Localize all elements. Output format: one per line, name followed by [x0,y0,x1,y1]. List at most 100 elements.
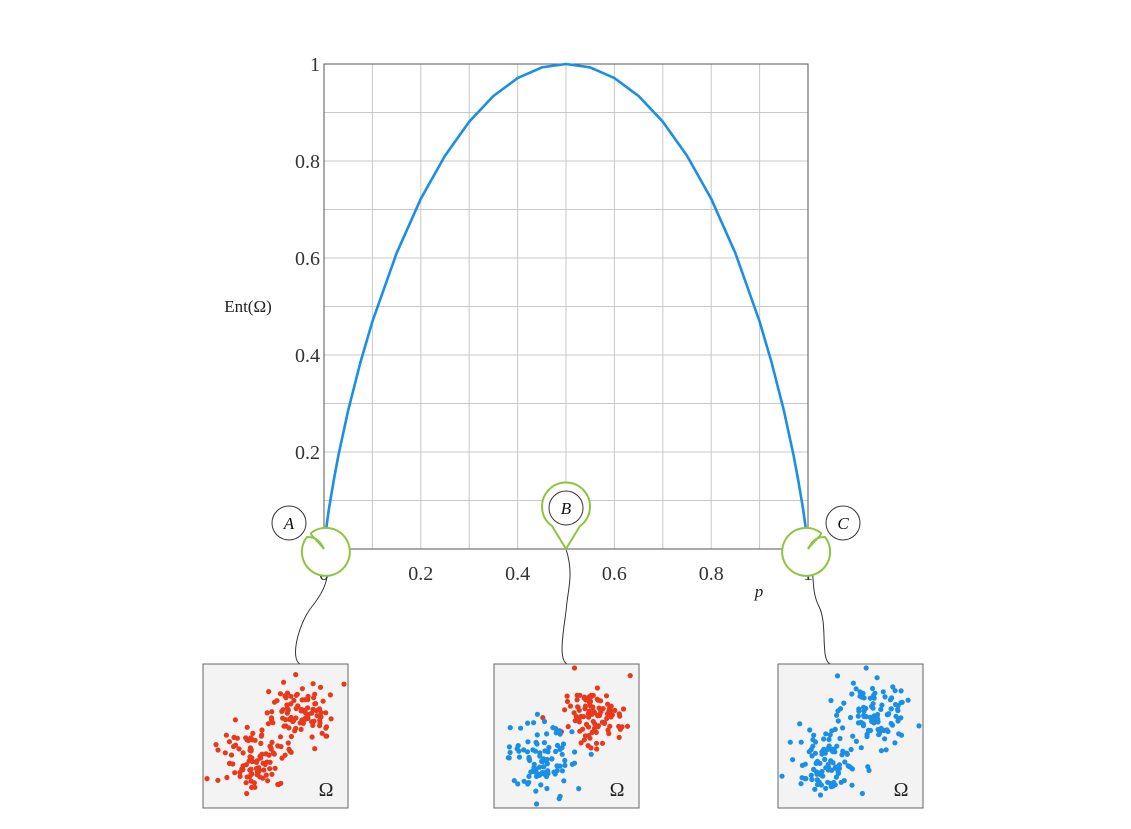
data-point [898,715,904,721]
data-point [511,778,517,784]
data-point [802,761,808,767]
data-point [288,701,294,707]
data-point [603,693,610,699]
data-point [850,733,856,739]
data-point [552,771,558,777]
data-point [858,745,864,751]
data-point [268,746,274,752]
data-point [840,748,846,754]
data-point [842,759,848,765]
data-point [266,689,272,695]
data-point [624,723,631,729]
data-point [514,746,520,752]
grid-layer [324,64,808,549]
data-point [291,697,297,704]
x-tick-label: 0.6 [602,563,627,585]
data-point [576,715,583,721]
data-point [283,695,289,701]
data-point [215,747,221,753]
data-point [823,731,829,737]
data-point [252,737,258,743]
data-point [305,712,312,718]
data-point [288,749,294,755]
data-point [892,740,898,746]
data-point [601,720,608,727]
data-point [544,731,550,737]
data-point [231,734,237,741]
data-point [580,726,586,732]
data-point [869,685,876,692]
data-point [882,736,888,742]
data-point [819,751,825,757]
data-point [341,681,347,687]
data-point [827,732,833,738]
data-point [265,721,271,727]
data-point [604,711,611,717]
data-point [875,719,881,725]
data-point [249,784,255,791]
data-point [878,748,885,754]
data-point [277,691,283,697]
data-point [572,718,578,724]
data-point [830,760,836,766]
data-point [608,714,614,720]
data-point [550,725,556,731]
data-point [243,780,249,786]
data-point [546,744,552,751]
data-point [870,701,876,707]
data-point [916,723,922,729]
data-point [263,772,269,778]
data-point [300,720,306,726]
data-point [264,710,270,716]
data-point [240,767,246,773]
data-point [895,708,901,714]
data-point [298,726,304,733]
data-point [581,737,587,743]
data-point [215,777,221,783]
data-point [849,782,855,788]
data-point [557,793,563,799]
data-point [863,665,869,671]
data-point [845,763,851,769]
inset-label: Ω [610,779,625,801]
data-point [312,746,318,752]
y-axis-label: Ent(Ω) [224,297,272,316]
data-point [284,710,290,716]
data-point [521,778,527,784]
data-point [888,706,895,712]
data-point [604,715,610,722]
data-point [226,739,232,745]
data-point [515,781,521,787]
data-point [797,721,803,727]
data-point [323,725,329,731]
data-point [264,759,270,765]
data-point [874,714,880,720]
data-point [533,773,540,780]
data-point [576,786,582,792]
x-tick-label: 0.4 [505,563,530,585]
data-point [821,746,827,752]
data-point [587,698,594,705]
data-point [518,725,524,731]
data-point [316,706,323,712]
data-point [834,712,840,718]
data-point [299,697,305,703]
data-point [324,733,330,739]
data-point [320,698,326,704]
data-point [538,782,544,788]
data-point [607,723,613,729]
data-point [281,679,287,685]
data-point [288,693,294,699]
data-point [268,717,275,723]
data-point [888,720,894,727]
data-point [879,702,885,708]
data-point [250,759,256,765]
data-point [240,750,246,756]
data-point [323,710,329,716]
data-point [585,743,591,749]
data-point [582,733,589,739]
data-point [883,747,889,753]
data-point [526,773,532,780]
data-point [835,770,842,777]
